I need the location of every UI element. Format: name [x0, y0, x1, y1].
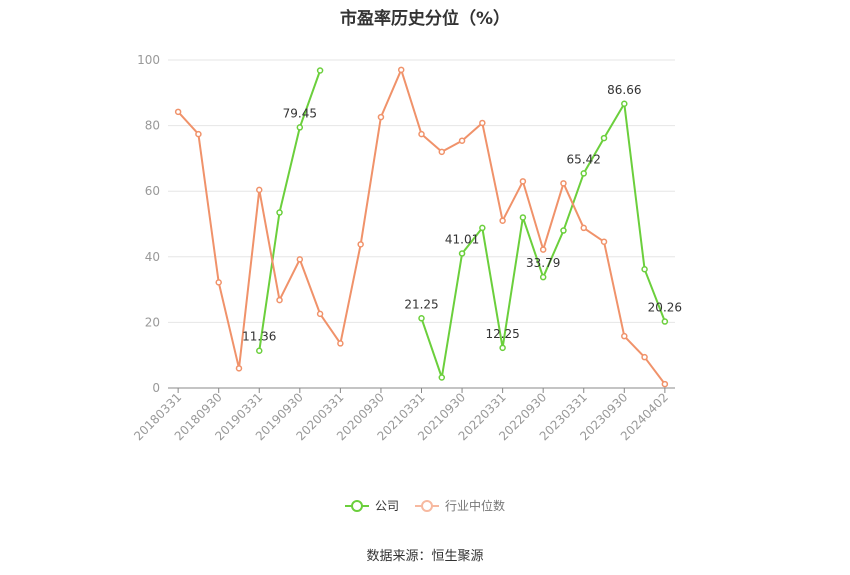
data-point [418, 315, 425, 322]
data-point [458, 137, 466, 144]
legend-marker-company [344, 499, 369, 513]
data-source: 数据来源：恒生聚源 [366, 549, 484, 564]
data-point [479, 119, 486, 127]
data-point [499, 217, 506, 224]
legend-label-industry-median: 行业中位数 [445, 499, 506, 513]
data-point [539, 246, 547, 253]
data-point [438, 148, 446, 156]
data-point [377, 113, 385, 121]
data-point [661, 380, 669, 388]
data-point [600, 238, 608, 245]
legend-label-company: 公司 [374, 499, 399, 513]
data-point [621, 100, 628, 108]
chart-title: 市盈率历史分位（%） [339, 9, 511, 29]
data-point [256, 347, 263, 354]
data-label: 79.45 [283, 106, 317, 120]
data-point [195, 130, 202, 138]
data-label: 20.26 [648, 301, 682, 315]
data-point [418, 130, 425, 138]
data-label: 21.25 [404, 297, 438, 311]
y-tick-label: 100 [137, 53, 160, 67]
y-tick-label: 20 [145, 315, 160, 329]
legend: 公司 行业中位数 [0, 497, 850, 514]
data-label: 65.42 [567, 152, 601, 166]
data-point [519, 178, 527, 185]
data-point [438, 374, 446, 381]
data-point [276, 296, 283, 304]
data-point [357, 241, 364, 248]
data-point [235, 365, 243, 372]
data-point [580, 224, 587, 232]
data-point [519, 214, 527, 221]
y-tick-label: 80 [145, 119, 160, 133]
data-point [539, 273, 547, 281]
data-labels: 11.36 79.45 21.25 41.01 12.25 33.79 65.42 86.66… [242, 83, 682, 344]
series-lines [174, 66, 669, 388]
data-point [479, 224, 486, 232]
y-tick-label: 0 [152, 381, 160, 395]
data-point [600, 134, 608, 142]
data-point [661, 318, 669, 325]
data-point [641, 353, 648, 361]
data-point [499, 344, 506, 352]
data-point [560, 227, 567, 234]
data-point [256, 186, 263, 194]
data-point [316, 310, 324, 318]
data-point [337, 340, 344, 347]
data-point [276, 209, 283, 216]
legend-item-company[interactable]: 公司 [344, 497, 399, 514]
data-point [215, 279, 222, 286]
data-point [316, 67, 324, 74]
data-point [560, 180, 567, 187]
data-label: 33.79 [526, 256, 560, 270]
y-tick-label: 40 [145, 250, 160, 264]
y-tick-label: 60 [145, 184, 160, 198]
legend-marker-industry-median [415, 499, 439, 513]
series-line-0 [258, 70, 322, 351]
data-point [621, 332, 628, 340]
data-point [641, 266, 648, 273]
data-point [174, 108, 182, 116]
legend-item-industry-median[interactable]: 行业中位数 [415, 497, 505, 514]
data-point [397, 66, 405, 74]
data-point [458, 250, 466, 257]
data-point [580, 170, 587, 177]
data-point [296, 124, 304, 131]
data-label: 12.25 [485, 327, 519, 341]
data-point [296, 256, 304, 263]
axes: 0204060801002018033120180930201903312019… [131, 53, 675, 443]
data-label: 11.36 [242, 330, 276, 344]
grid-lines [168, 59, 675, 323]
data-label: 86.66 [607, 83, 641, 97]
data-label: 41.01 [445, 232, 479, 246]
